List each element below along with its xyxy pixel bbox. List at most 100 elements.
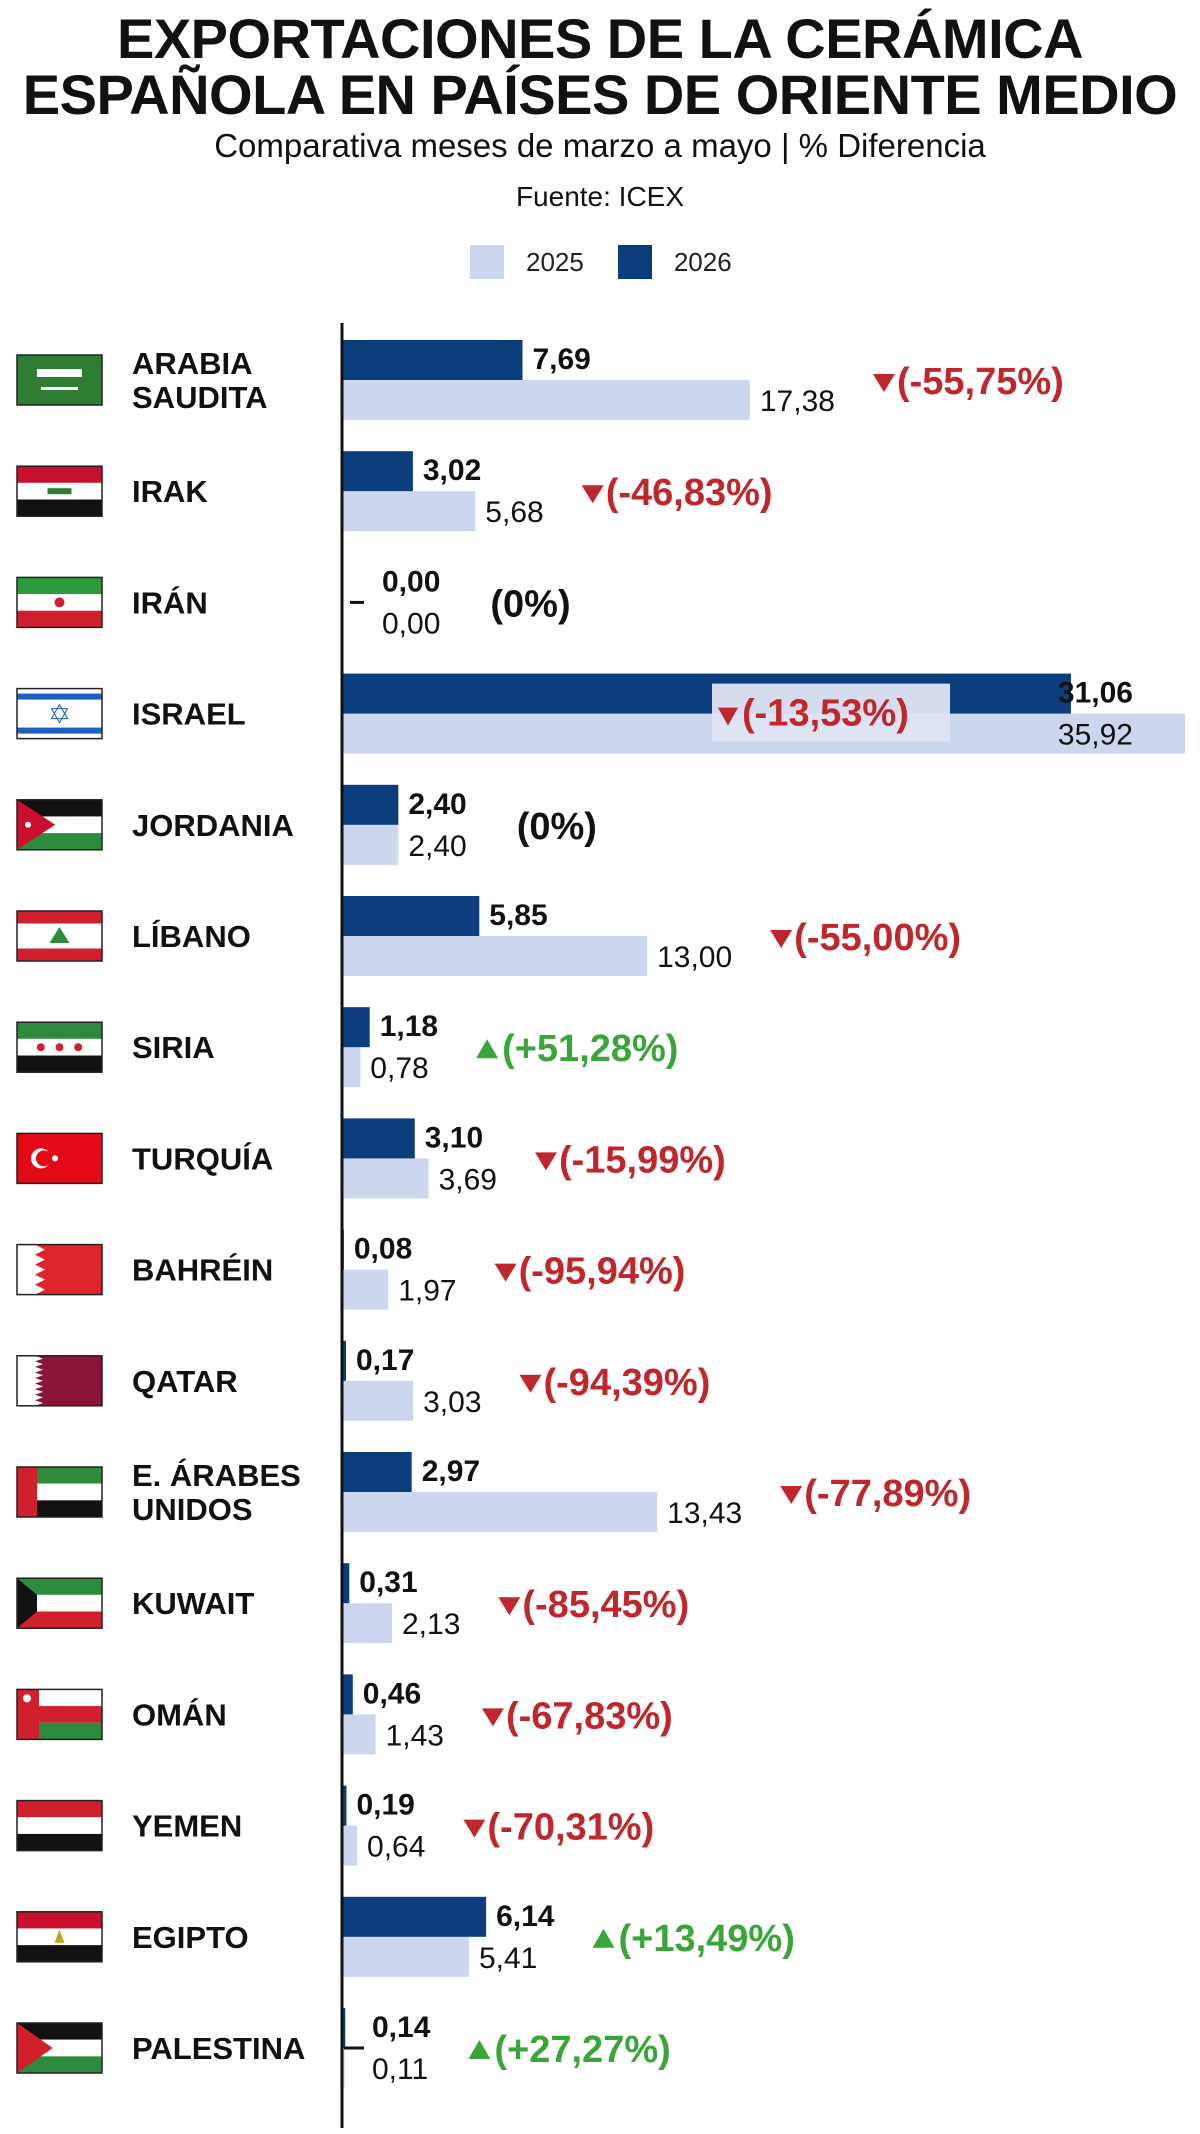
value-label-2025: 35,92 <box>1058 719 1133 752</box>
bar-2026 <box>342 340 523 380</box>
flag-star <box>55 1043 64 1052</box>
flag-stripe <box>17 948 102 961</box>
change-label: (-13,53%) <box>742 693 909 735</box>
country-label: QATAR <box>132 1364 238 1399</box>
country-label: SIRIA <box>132 1030 215 1065</box>
value-label-2026: 3,02 <box>423 454 481 487</box>
flag-vertical-band <box>17 1467 37 1517</box>
change-label: (-67,83%) <box>506 1695 673 1737</box>
flag-stripe <box>17 1483 102 1501</box>
down-arrow-icon <box>498 1597 521 1616</box>
value-label-2025: 1,97 <box>398 1275 456 1308</box>
palestine-flag <box>16 2022 103 2074</box>
country-label: IRÁN <box>132 585 208 620</box>
qatar-flag <box>16 1355 103 1407</box>
value-label-2025: 5,41 <box>479 1942 537 1975</box>
flag-triangle <box>17 2023 53 2073</box>
change-label: (-85,45%) <box>522 1584 689 1626</box>
flag-border <box>16 1911 103 1963</box>
up-arrow-icon <box>468 2040 491 2059</box>
flag-stripe <box>17 610 102 628</box>
legend-label-2026: 2026 <box>673 246 732 277</box>
country-label: OMÁN <box>132 1697 227 1732</box>
value-label-2026: 2,97 <box>422 1455 480 1488</box>
value-label-2026: 1,18 <box>380 1010 438 1043</box>
flag-serrated-band <box>17 1244 45 1295</box>
chart-title-line-2: ESPAÑOLA EN PAÍSES DE ORIENTE MEDIO <box>22 63 1178 126</box>
country-label: E. ÁRABES <box>132 1458 301 1493</box>
flag-border <box>16 1466 103 1518</box>
bar-2026 <box>342 784 399 825</box>
country-label: IRAK <box>132 474 208 509</box>
flag-border <box>16 2022 103 2074</box>
change-label: (-94,39%) <box>544 1362 711 1404</box>
flag-stripe <box>17 1800 102 1818</box>
bar-2025 <box>342 1269 389 1310</box>
flag-triangle <box>17 799 56 850</box>
value-label-2026: 0,19 <box>356 1789 414 1822</box>
chart-subtitle: Comparativa meses de marzo a mayo | % Di… <box>214 127 986 164</box>
star-of-david-up <box>50 703 69 720</box>
oman-flag <box>16 1688 103 1741</box>
flag-stripe <box>17 1578 102 1595</box>
flag-stripe <box>17 1055 102 1073</box>
value-label-2025: 1,43 <box>386 1719 444 1752</box>
change-label: (-46,83%) <box>606 472 773 514</box>
bar-2026 <box>342 1007 370 1048</box>
bar-2026 <box>342 1674 353 1715</box>
bar-2025 <box>342 491 476 532</box>
bar-2026 <box>342 673 1071 714</box>
flag-field <box>17 1133 102 1184</box>
flag-border <box>16 1688 103 1741</box>
flag-border <box>16 465 103 517</box>
flag-stripe <box>17 911 102 924</box>
change-label: (0%) <box>517 806 597 848</box>
bar-2025 <box>342 1492 658 1532</box>
bar-2025 <box>342 1714 376 1755</box>
bar-2026 <box>342 1896 487 1937</box>
flag-star <box>25 821 31 828</box>
bar-2025 <box>342 936 648 976</box>
bar-2026 <box>342 1452 412 1492</box>
value-label-2026: 0,46 <box>363 1677 421 1710</box>
value-label-2026: 3,10 <box>425 1121 483 1154</box>
kuwait-flag <box>16 1577 103 1629</box>
flag-sword <box>41 387 78 390</box>
value-label-2026: 0,08 <box>354 1233 412 1266</box>
country-label: UNIDOS <box>132 1492 253 1527</box>
flag-stripe <box>17 1594 102 1612</box>
value-label-2025: 3,69 <box>439 1163 497 1196</box>
flag-border <box>16 576 103 629</box>
change-label: (-55,00%) <box>794 917 961 959</box>
flag-star <box>52 1155 58 1162</box>
yemen-flag <box>16 1799 103 1852</box>
down-arrow-icon <box>780 1486 803 1504</box>
flag-border <box>16 1243 103 1296</box>
flag-stripe <box>17 1911 102 1929</box>
flag-border <box>16 687 103 740</box>
flag-border <box>16 1355 103 1407</box>
flag-stripe <box>17 1945 102 1962</box>
flag-stripe <box>17 577 102 595</box>
down-arrow-icon <box>494 1263 517 1282</box>
change-label: (+13,49%) <box>618 1918 794 1960</box>
bar-2025 <box>342 1603 392 1644</box>
flag-emblem <box>47 488 72 495</box>
syria-flag <box>16 1021 103 1073</box>
value-label-2025: 0,11 <box>372 2053 428 2086</box>
value-label-2025: 5,68 <box>485 496 543 529</box>
flag-border <box>16 1799 103 1852</box>
value-label-2025: 0,00 <box>382 607 440 640</box>
eagle-icon <box>54 1929 65 1943</box>
value-label-2025: 2,13 <box>402 1608 460 1641</box>
value-label-2025: 0,78 <box>370 1052 428 1085</box>
flag-trapezoid <box>17 1578 37 1629</box>
flag-star <box>36 1043 45 1052</box>
lebanon-flag <box>16 910 103 962</box>
turkey-flag <box>16 1132 103 1185</box>
israel-flag <box>16 687 103 740</box>
down-arrow-icon <box>534 1152 557 1171</box>
bar-2026 <box>342 2008 346 2048</box>
chart-source: Fuente: ICEX <box>515 181 685 212</box>
value-label-2026: 0,00 <box>382 565 440 598</box>
